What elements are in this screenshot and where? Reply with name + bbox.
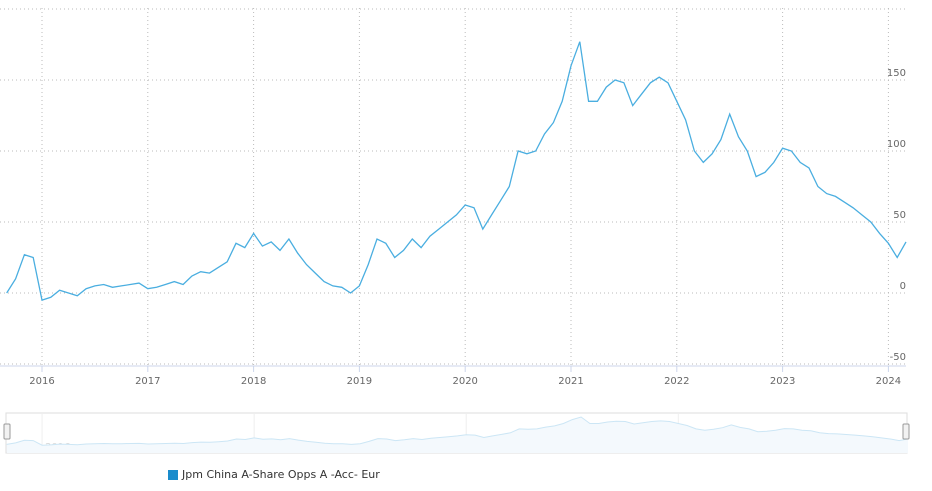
x-tick-label: 2019 — [347, 376, 372, 387]
x-tick-label: 2023 — [770, 376, 795, 387]
x-tick-label: 2024 — [876, 376, 901, 387]
navigator-area — [6, 417, 909, 453]
x-tick-label: 2022 — [664, 376, 689, 387]
x-tick-label: 2020 — [452, 376, 477, 387]
y-tick-label: 50 — [893, 210, 906, 221]
navigator-handle-right[interactable] — [902, 423, 910, 440]
legend-item[interactable]: Jpm China A-Share Opps A -Acc- Eur — [168, 468, 380, 481]
navigator-handle-left[interactable] — [3, 423, 11, 440]
y-tick-label: -50 — [890, 352, 906, 363]
series-line — [6, 41, 907, 301]
legend-label: Jpm China A-Share Opps A -Acc- Eur — [182, 468, 380, 481]
x-tick-label: 2018 — [241, 376, 266, 387]
navigator-line — [6, 416, 909, 446]
x-axis-ticks: 2016 2017 2018 2019 2020 2021 2022 2023 2024 — [29, 366, 901, 387]
navigator[interactable]: 2016201820202022 — [3, 412, 910, 454]
x-tick-label: 2016 — [29, 376, 54, 387]
y-tick-label: 100 — [887, 139, 906, 150]
y-axis-ticks: -50 0 50 100 150 — [887, 68, 906, 363]
x-tick-label: 2021 — [558, 376, 583, 387]
x-tick-label: 2017 — [135, 376, 160, 387]
y-tick-label: 150 — [887, 68, 906, 79]
grid — [0, 8, 906, 366]
legend-swatch — [168, 469, 178, 480]
y-tick-label: 0 — [900, 281, 906, 292]
